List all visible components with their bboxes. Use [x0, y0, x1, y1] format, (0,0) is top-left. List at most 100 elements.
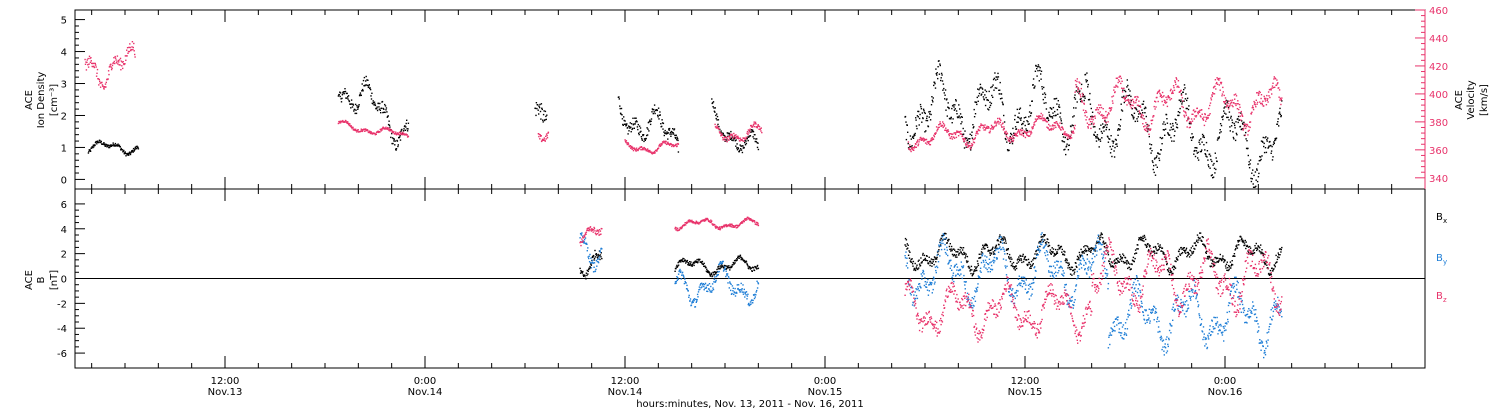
- top-point: [1241, 113, 1243, 115]
- top-point: [1018, 112, 1020, 114]
- bottom-point: [1253, 252, 1256, 254]
- top-point: [1014, 114, 1016, 117]
- bottom-point: [1066, 259, 1068, 262]
- bottom-point: [1028, 261, 1030, 264]
- bottom-point: [719, 261, 722, 263]
- top-point: [1020, 130, 1022, 132]
- top-point: [1146, 123, 1148, 126]
- top-point: [1057, 100, 1059, 102]
- top-point: [388, 120, 390, 122]
- top-point: [656, 149, 658, 151]
- top-point: [1067, 135, 1070, 138]
- bottom-point: [951, 279, 954, 281]
- top-point: [1208, 114, 1210, 116]
- bottom-point: [1076, 270, 1078, 273]
- top-point: [1199, 115, 1202, 117]
- top-point: [129, 153, 132, 156]
- top-point: [631, 145, 633, 148]
- top-point: [950, 133, 952, 135]
- top-point: [929, 110, 931, 113]
- top-point: [1232, 136, 1235, 139]
- top-point: [1112, 145, 1114, 147]
- bottom-point: [694, 260, 697, 262]
- top-point: [125, 155, 127, 157]
- top-point: [1009, 141, 1012, 143]
- bottom-point: [979, 256, 982, 259]
- top-point: [1161, 137, 1164, 139]
- top-point: [757, 124, 759, 126]
- top-point: [1256, 92, 1258, 94]
- bottom-point: [1237, 240, 1239, 242]
- top-point: [724, 135, 726, 137]
- top-point: [1241, 114, 1243, 117]
- top-point: [1100, 130, 1103, 133]
- bottom-point: [994, 250, 996, 252]
- top-point: [1153, 105, 1155, 108]
- top-point: [92, 144, 94, 146]
- top-point: [376, 106, 378, 108]
- bottom-point: [1035, 257, 1038, 259]
- bottom-point: [1218, 260, 1220, 262]
- top-point: [1059, 122, 1061, 124]
- top-point: [406, 134, 408, 136]
- top-point: [1016, 108, 1018, 111]
- top-point: [1238, 108, 1240, 111]
- bottom-point: [1162, 251, 1164, 253]
- top-point: [741, 151, 744, 154]
- top-point: [624, 139, 626, 141]
- bottom-point: [708, 283, 711, 285]
- bottom-point: [963, 251, 965, 254]
- bottom-point: [1156, 249, 1159, 252]
- top-point: [622, 124, 624, 126]
- bottom-point: [923, 284, 926, 287]
- bottom-point: [1264, 263, 1266, 266]
- top-point: [931, 139, 933, 142]
- bottom-point: [987, 263, 989, 265]
- top-point: [1092, 116, 1094, 119]
- top-point: [1201, 149, 1203, 151]
- top-point: [968, 141, 971, 143]
- top-point: [1154, 174, 1157, 176]
- bottom-point: [1029, 267, 1031, 269]
- top-point: [677, 151, 680, 153]
- bottom-point: [1158, 248, 1160, 250]
- top-point: [1043, 86, 1045, 89]
- bottom-point: [743, 259, 745, 262]
- bottom-point: [1081, 252, 1084, 254]
- top-point: [761, 131, 763, 134]
- top-point: [114, 142, 117, 145]
- bottom-point: [691, 264, 693, 266]
- top-point: [627, 133, 629, 135]
- top-point: [1162, 123, 1164, 125]
- bottom-point: [1183, 249, 1185, 251]
- top-point: [1254, 186, 1256, 188]
- top-point: [391, 132, 393, 135]
- top-point: [1137, 96, 1139, 98]
- top-point: [1165, 101, 1168, 103]
- bottom-point: [586, 274, 588, 277]
- bottom-point: [1184, 252, 1187, 254]
- bottom-point: [1264, 262, 1267, 265]
- bottom-point: [1193, 242, 1196, 244]
- top-point: [671, 133, 673, 135]
- bottom-point: [1078, 264, 1080, 266]
- top-point: [1100, 124, 1102, 126]
- bottom-point: [1017, 290, 1019, 292]
- top-point: [1259, 156, 1262, 158]
- bottom-point: [1109, 334, 1112, 336]
- top-point: [1083, 102, 1085, 104]
- bottom-point: [745, 291, 748, 293]
- bottom-point: [989, 254, 991, 256]
- bottom-point: [981, 254, 984, 257]
- top-point: [1072, 124, 1074, 127]
- bottom-point: [721, 262, 723, 264]
- top-point: [1104, 118, 1106, 120]
- top-point: [978, 89, 980, 91]
- bottom-point: [1119, 258, 1121, 261]
- bottom-point: [1085, 272, 1088, 274]
- bottom-point: [707, 284, 709, 286]
- top-point: [1175, 126, 1178, 128]
- top-point: [1093, 134, 1095, 136]
- bottom-point: [692, 262, 694, 264]
- top-point: [671, 131, 673, 133]
